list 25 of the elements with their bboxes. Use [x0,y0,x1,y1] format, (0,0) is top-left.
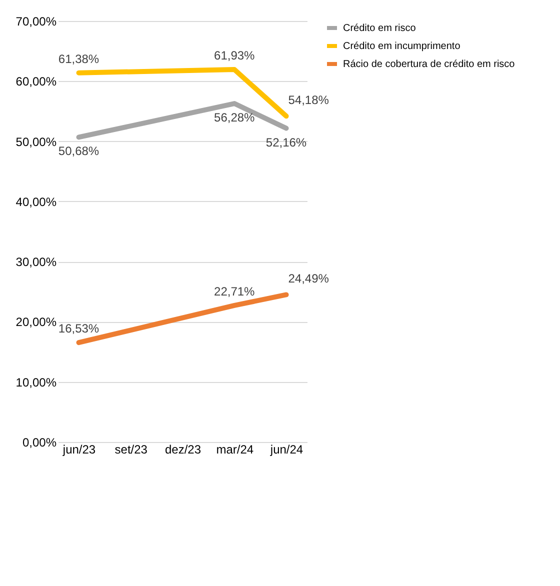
data-label: 24,49% [288,272,330,286]
x-tick-label: jun/23 [62,442,96,456]
legend-label: Crédito em risco [343,23,416,34]
y-tick-label: 10,00% [16,375,57,390]
y-tick-label: 60,00% [16,74,57,89]
x-tick-label: mar/24 [216,442,254,456]
y-tick-label: 0,00% [22,436,57,450]
data-label: 52,16% [266,135,307,150]
legend-label: Rácio de cobertura de crédito em risco [343,59,516,70]
data-label: 22,71% [214,284,256,298]
y-tick-label: 40,00% [16,194,57,209]
data-label: 56,28% [214,110,256,125]
data-label: 61,38% [58,52,100,66]
y-tick-label: 70,00% [16,14,57,28]
x-tick-label: dez/23 [164,442,202,456]
legend-label: Crédito em incumprimento [343,41,461,52]
x-tick-label: jun/24 [269,442,304,456]
data-label: 16,53% [58,322,100,336]
data-label: 50,68% [58,144,100,158]
data-label: 54,18% [288,93,330,108]
x-tick-label: set/23 [114,442,148,456]
y-tick-label: 20,00% [16,315,57,330]
y-tick-label: 50,00% [16,134,57,149]
y-tick-label: 30,00% [16,255,57,270]
data-label: 61,93% [214,48,256,63]
